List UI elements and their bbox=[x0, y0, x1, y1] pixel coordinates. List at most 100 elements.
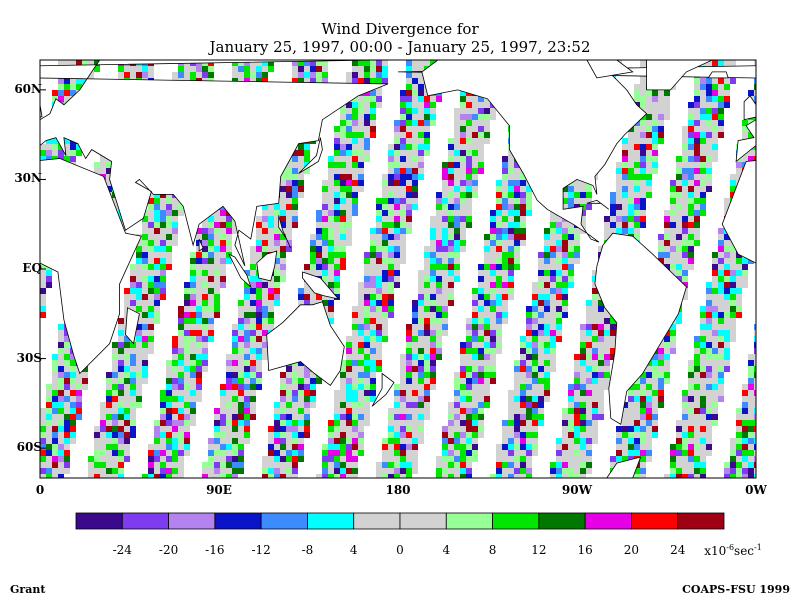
divergence-cell bbox=[370, 318, 376, 324]
divergence-cell bbox=[490, 234, 496, 240]
divergence-cell bbox=[406, 144, 412, 150]
divergence-cell bbox=[694, 84, 700, 90]
divergence-cell bbox=[460, 222, 466, 228]
divergence-cell bbox=[436, 264, 442, 270]
divergence-cell bbox=[634, 96, 640, 102]
divergence-cell bbox=[532, 396, 538, 402]
divergence-cell bbox=[556, 246, 562, 252]
divergence-cell bbox=[274, 264, 280, 270]
divergence-cell bbox=[382, 240, 388, 246]
divergence-cell bbox=[268, 210, 274, 216]
divergence-cell bbox=[550, 258, 556, 264]
divergence-cell bbox=[142, 378, 148, 384]
divergence-cell bbox=[304, 144, 310, 150]
divergence-cell bbox=[682, 228, 688, 234]
divergence-cell bbox=[634, 384, 640, 390]
divergence-cell bbox=[460, 162, 466, 168]
divergence-cell bbox=[346, 126, 352, 132]
divergence-cell bbox=[652, 90, 658, 96]
divergence-cell bbox=[694, 336, 700, 342]
divergence-cell bbox=[520, 354, 526, 360]
divergence-cell bbox=[46, 156, 52, 162]
divergence-cell bbox=[550, 318, 556, 324]
divergence-cell bbox=[250, 348, 256, 354]
divergence-cell bbox=[718, 330, 724, 336]
divergence-cell bbox=[634, 204, 640, 210]
divergence-cell bbox=[418, 366, 424, 372]
divergence-cell bbox=[214, 282, 220, 288]
divergence-cell bbox=[178, 348, 184, 354]
divergence-cell bbox=[184, 390, 190, 396]
divergence-cell bbox=[424, 252, 430, 258]
divergence-cell bbox=[472, 114, 478, 120]
divergence-cell bbox=[58, 336, 64, 342]
divergence-cell bbox=[178, 324, 184, 330]
divergence-cell bbox=[454, 174, 460, 180]
divergence-cell bbox=[694, 414, 700, 420]
divergence-cell bbox=[148, 276, 154, 282]
divergence-cell bbox=[352, 306, 358, 312]
divergence-cell bbox=[496, 318, 502, 324]
divergence-cell bbox=[238, 318, 244, 324]
divergence-cell bbox=[544, 318, 550, 324]
divergence-cell bbox=[184, 354, 190, 360]
divergence-cell bbox=[640, 78, 646, 84]
divergence-cell bbox=[298, 288, 304, 294]
divergence-cell bbox=[232, 222, 238, 228]
divergence-cell bbox=[484, 276, 490, 282]
divergence-cell bbox=[82, 378, 88, 384]
divergence-cell bbox=[166, 420, 172, 426]
divergence-cell bbox=[442, 324, 448, 330]
divergence-cell bbox=[454, 276, 460, 282]
divergence-cell bbox=[478, 264, 484, 270]
divergence-cell bbox=[538, 288, 544, 294]
divergence-cell bbox=[394, 390, 400, 396]
divergence-cell bbox=[388, 276, 394, 282]
divergence-cell bbox=[538, 324, 544, 330]
divergence-cell bbox=[340, 198, 346, 204]
divergence-cell bbox=[730, 270, 736, 276]
divergence-cell bbox=[388, 264, 394, 270]
divergence-cell bbox=[748, 354, 754, 360]
divergence-cell bbox=[454, 150, 460, 156]
divergence-cell bbox=[682, 240, 688, 246]
divergence-cell bbox=[640, 414, 646, 420]
divergence-cell bbox=[244, 300, 250, 306]
divergence-cell bbox=[484, 300, 490, 306]
divergence-cell bbox=[316, 246, 322, 252]
divergence-cell bbox=[664, 216, 670, 222]
divergence-cell bbox=[742, 420, 748, 426]
divergence-cell bbox=[136, 240, 142, 246]
divergence-cell bbox=[520, 390, 526, 396]
divergence-cell bbox=[256, 228, 262, 234]
divergence-cell bbox=[496, 234, 502, 240]
divergence-cell bbox=[496, 282, 502, 288]
divergence-cell bbox=[712, 354, 718, 360]
divergence-cell bbox=[430, 306, 436, 312]
divergence-cell bbox=[454, 168, 460, 174]
divergence-cell bbox=[712, 396, 718, 402]
divergence-cell bbox=[676, 246, 682, 252]
divergence-cell bbox=[466, 168, 472, 174]
divergence-cell bbox=[298, 150, 304, 156]
divergence-cell bbox=[694, 342, 700, 348]
divergence-cell bbox=[406, 60, 412, 66]
divergence-cell bbox=[490, 276, 496, 282]
divergence-cell bbox=[706, 348, 712, 354]
divergence-cell bbox=[514, 372, 520, 378]
divergence-cell bbox=[370, 78, 376, 84]
divergence-cell bbox=[580, 360, 586, 366]
divergence-cell bbox=[682, 264, 688, 270]
divergence-cell bbox=[694, 354, 700, 360]
divergence-cell bbox=[214, 210, 220, 216]
divergence-cell bbox=[172, 366, 178, 372]
divergence-cell bbox=[478, 360, 484, 366]
divergence-cell bbox=[148, 270, 154, 276]
divergence-cell bbox=[634, 138, 640, 144]
divergence-cell bbox=[736, 168, 742, 174]
divergence-cell bbox=[706, 420, 712, 426]
divergence-cell bbox=[568, 186, 574, 192]
divergence-cell bbox=[214, 300, 220, 306]
divergence-cell bbox=[688, 144, 694, 150]
divergence-cell bbox=[724, 282, 730, 288]
